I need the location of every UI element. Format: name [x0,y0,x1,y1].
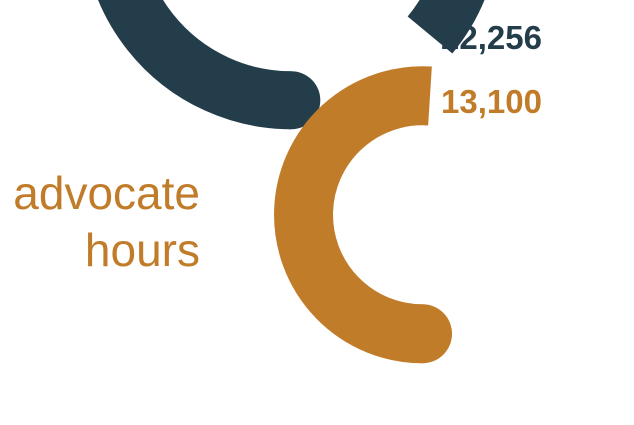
outer-arc-cap [262,71,321,130]
outer-value-label: 22,256 [441,19,542,56]
inner-value-label: 13,100 [441,83,542,120]
inner-arc-cap [393,304,453,364]
radial-bars [98,0,485,364]
outer-arc-bar [98,0,485,130]
chart-label-line-advocate: advocate [13,167,200,219]
inner-arc-bar [274,66,432,364]
chart-label-line-hours: hours [85,224,200,276]
